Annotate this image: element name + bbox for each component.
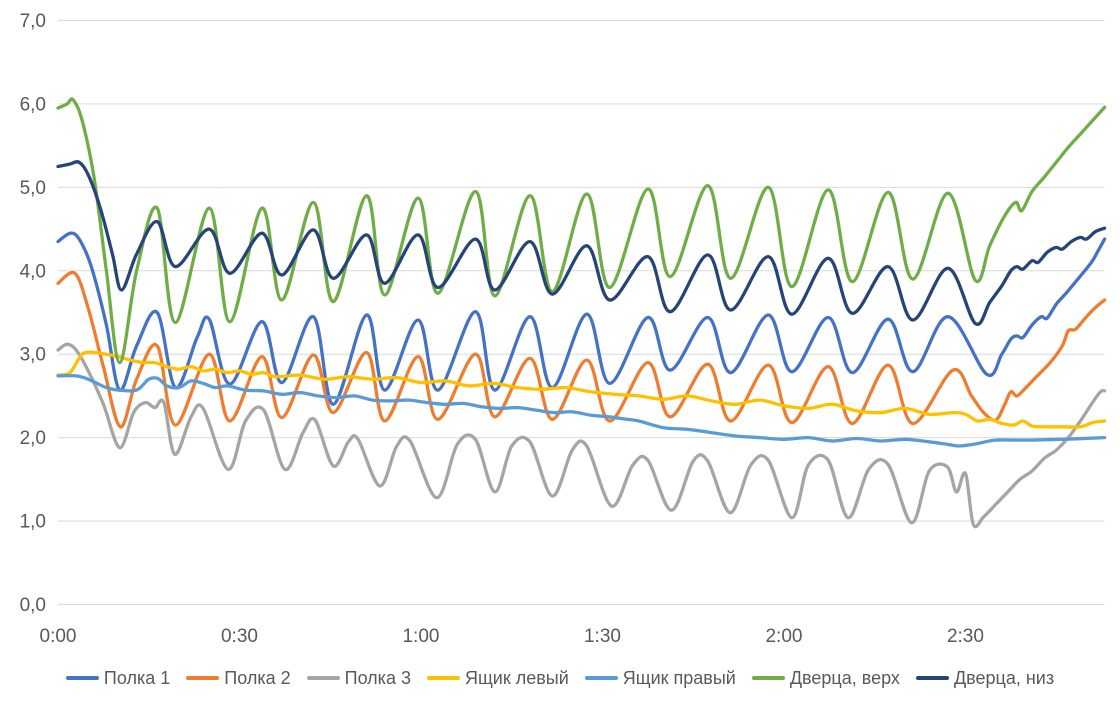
legend-item-3[interactable]: Ящик левый — [426, 668, 569, 688]
legend-item-0[interactable]: Полка 1 — [65, 668, 171, 688]
y-axis-tick-label: 6,0 — [20, 94, 46, 115]
legend-label: Ящик правый — [622, 668, 736, 688]
y-axis-tick-label: 4,0 — [20, 261, 46, 282]
legend-swatch-icon — [584, 676, 618, 680]
legend-label: Полка 2 — [224, 668, 291, 688]
x-axis-tick-label: 2:00 — [765, 626, 802, 647]
x-axis-tick-label: 0:00 — [40, 626, 77, 647]
series-line-0 — [56, 231, 1107, 406]
y-axis-tick-label: 3,0 — [20, 345, 46, 366]
x-axis-tick-label: 2:30 — [947, 626, 984, 647]
series-line-2 — [56, 342, 1107, 529]
legend-swatch-icon — [186, 676, 220, 680]
series-line-1 — [56, 270, 1107, 429]
y-axis-tick-label: 7,0 — [20, 11, 46, 32]
legend-swatch-icon — [426, 676, 460, 680]
y-axis-tick-label: 2,0 — [20, 428, 46, 449]
legend-label: Полка 1 — [103, 668, 171, 688]
legend-item-6[interactable]: Дверца, низ — [915, 668, 1055, 688]
legend-item-4[interactable]: Ящик правый — [584, 668, 736, 688]
legend-swatch-icon — [915, 676, 949, 680]
x-axis-tick-label: 1:00 — [402, 626, 439, 647]
y-axis-tick-label: 1,0 — [20, 512, 46, 533]
plot-area: 0,0 1,0 2,0 3,0 4,0 5,0 6,0 7,0 0:00 0:30 1:00 1:30… — [20, 11, 1107, 647]
legend-label: Дверца, верх — [789, 668, 900, 688]
legend-item-2[interactable]: Полка 3 — [306, 668, 411, 688]
legend-label: Дверца, низ — [953, 668, 1055, 688]
legend-label: Ящик левый — [464, 668, 569, 688]
legend-swatch-icon — [306, 676, 340, 680]
x-axis-tick-label: 0:30 — [221, 626, 258, 647]
x-axis-tick-label: 1:30 — [584, 626, 621, 647]
legend-label: Полка 3 — [344, 668, 411, 688]
series-line-3 — [56, 350, 1107, 429]
legend-swatch-icon — [65, 676, 99, 680]
series-line-4 — [56, 373, 1107, 448]
legend-swatch-icon — [751, 676, 785, 680]
legend-item-1[interactable]: Полка 2 — [186, 668, 291, 688]
legend: Полка 1 Полка 2 Полка 3 Ящик левый Ящик прав… — [0, 660, 1120, 696]
series-line-5 — [56, 97, 1107, 365]
y-axis-tick-label: 0,0 — [20, 595, 46, 616]
y-axis-tick-label: 5,0 — [20, 178, 46, 199]
legend-item-5[interactable]: Дверца, верх — [751, 668, 900, 688]
series-line-6 — [56, 160, 1107, 326]
